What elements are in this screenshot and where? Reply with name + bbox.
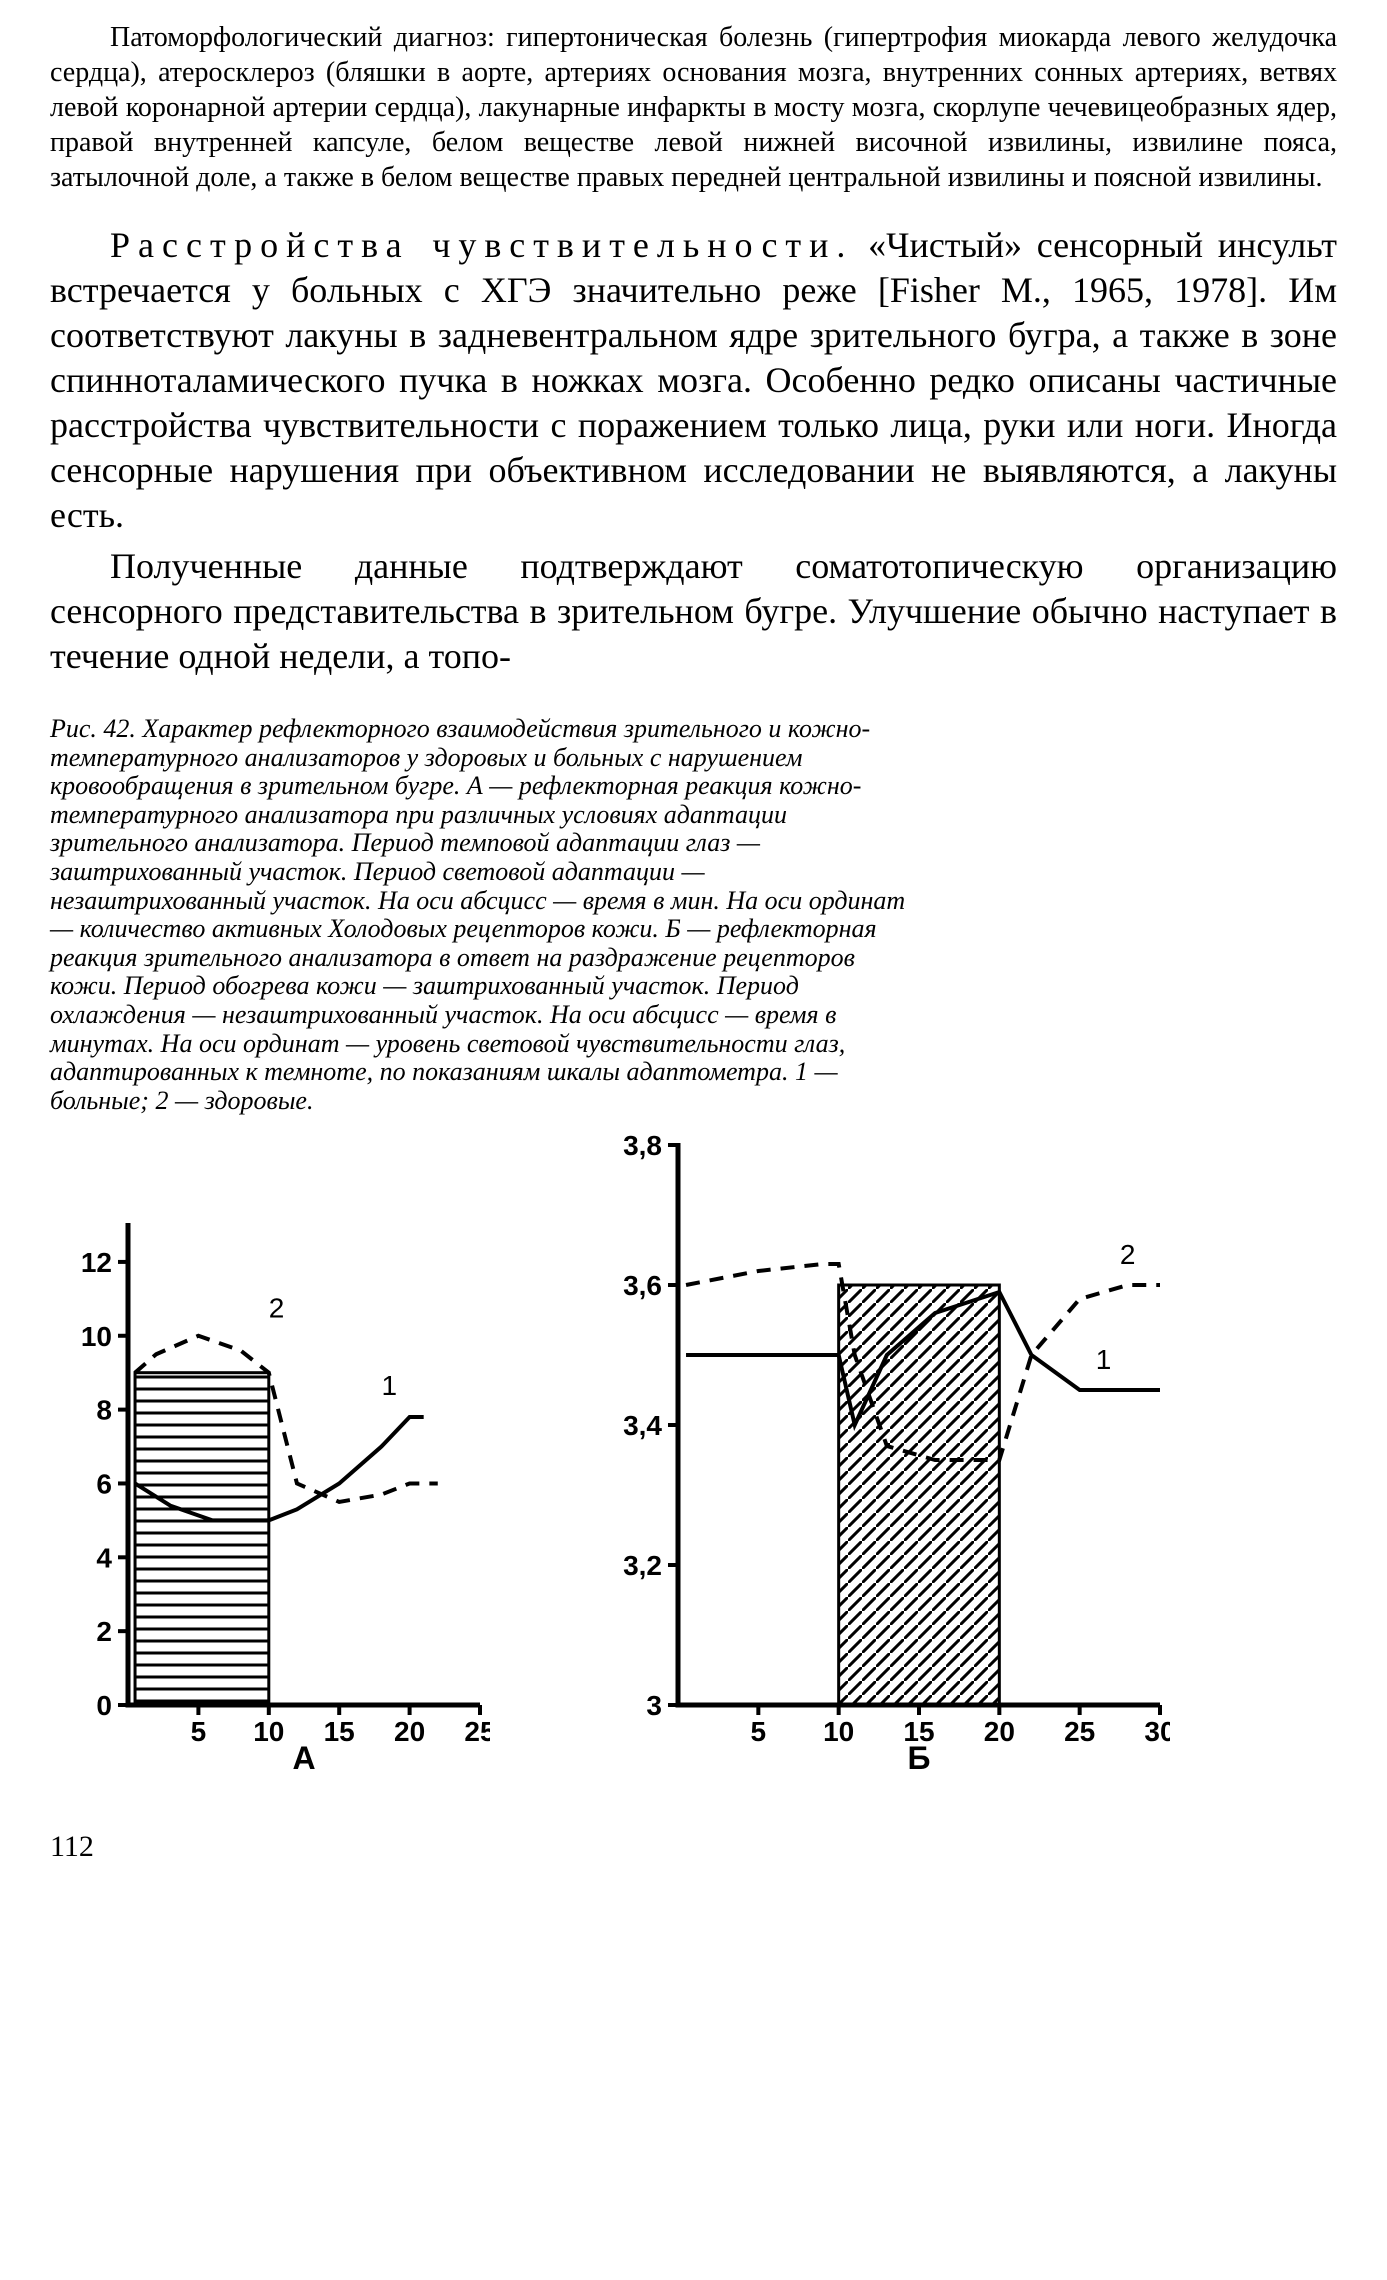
svg-text:3: 3	[646, 1690, 662, 1721]
svg-text:20: 20	[984, 1716, 1015, 1747]
sensory-disorders-paragraph: Расстройства чувствительности. «Чистый» …	[50, 223, 1337, 538]
svg-text:5: 5	[751, 1716, 767, 1747]
section-heading: Расстройства чувствительности.	[110, 225, 853, 265]
svg-text:2: 2	[269, 1293, 285, 1324]
chart-b-container: 33,23,43,63,85101520253012Б	[610, 1135, 1170, 1780]
svg-text:8: 8	[96, 1395, 112, 1426]
svg-text:6: 6	[96, 1469, 112, 1500]
svg-text:5: 5	[191, 1716, 207, 1747]
somatotopic-paragraph: Полученные данные подтверждают соматотоп…	[50, 544, 1337, 679]
svg-text:0: 0	[96, 1690, 112, 1721]
svg-text:10: 10	[253, 1716, 284, 1747]
svg-text:3,4: 3,4	[623, 1410, 662, 1441]
svg-text:3,6: 3,6	[623, 1270, 662, 1301]
svg-text:1: 1	[381, 1370, 397, 1401]
svg-text:25: 25	[1064, 1716, 1095, 1747]
svg-text:1: 1	[1096, 1344, 1112, 1375]
figure-caption: Рис. 42. Характер рефлекторного взаимоде…	[50, 715, 910, 1115]
chart-a-container: 02468101251015202512А	[60, 1215, 490, 1780]
svg-text:3,8: 3,8	[623, 1135, 662, 1161]
svg-text:4: 4	[96, 1543, 112, 1574]
patho-diagnosis-paragraph: Патоморфологический диагноз: гипертониче…	[50, 20, 1337, 195]
svg-text:Б: Б	[908, 1740, 931, 1775]
svg-text:2: 2	[96, 1616, 112, 1647]
chart-b: 33,23,43,63,85101520253012Б	[610, 1135, 1170, 1775]
sensory-disorders-text: «Чистый» сенсорный инсульт встречается у…	[50, 225, 1337, 535]
svg-text:20: 20	[394, 1716, 425, 1747]
svg-text:25: 25	[464, 1716, 490, 1747]
svg-text:12: 12	[81, 1247, 112, 1278]
svg-text:10: 10	[823, 1716, 854, 1747]
page: Патоморфологический диагноз: гипертониче…	[0, 0, 1387, 1904]
svg-text:2: 2	[1120, 1239, 1136, 1270]
figure-row: 02468101251015202512А 33,23,43,63,851015…	[60, 1135, 1337, 1780]
svg-text:А: А	[292, 1740, 315, 1775]
svg-text:10: 10	[81, 1321, 112, 1352]
svg-text:15: 15	[324, 1716, 355, 1747]
svg-text:30: 30	[1144, 1716, 1170, 1747]
svg-text:3,2: 3,2	[623, 1550, 662, 1581]
chart-a: 02468101251015202512А	[60, 1215, 490, 1775]
page-number: 112	[50, 1830, 1337, 1864]
